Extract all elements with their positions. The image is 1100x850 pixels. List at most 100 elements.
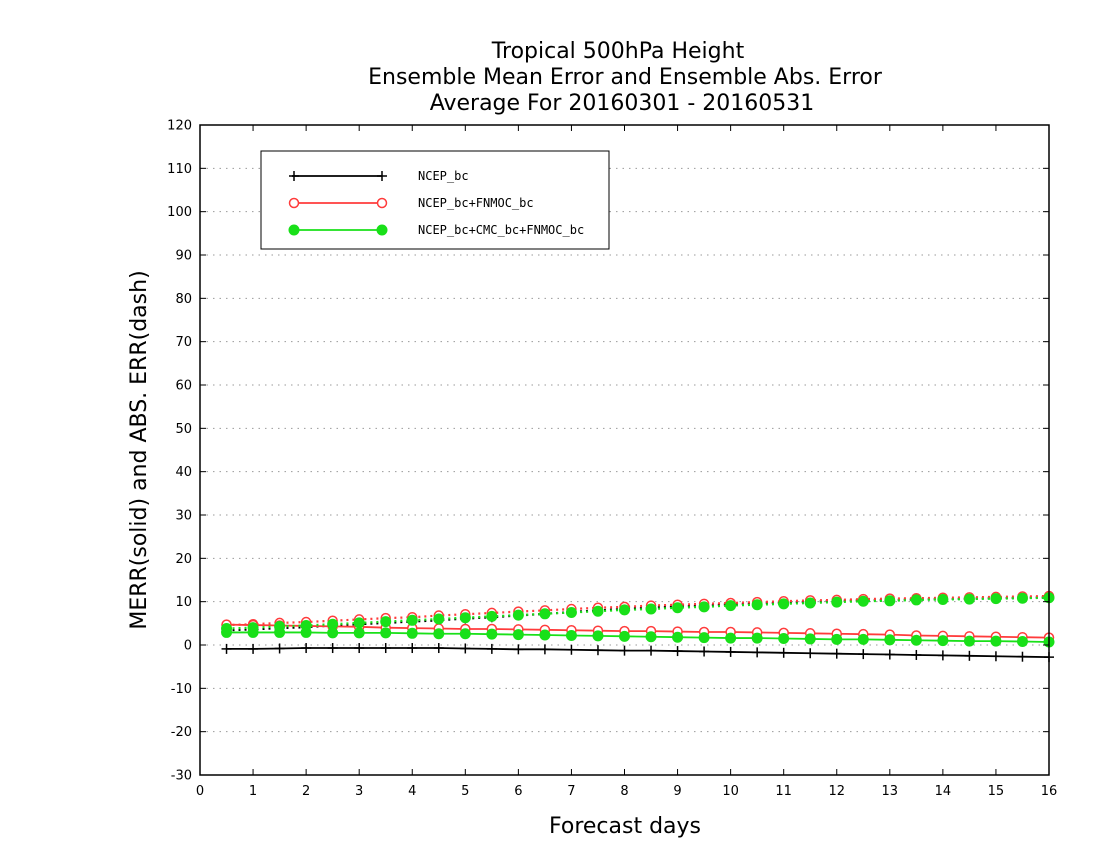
series-0-merr-point [566,644,577,655]
series-2-abs-err-point [433,613,445,625]
y-tick-label: -10 [171,682,192,697]
series-2-abs-err-point [910,594,922,606]
series-2-abs-err-point [592,605,604,617]
series-0-merr-point [672,646,683,657]
x-tick-label: 8 [620,784,628,799]
x-tick-label: 16 [1041,784,1058,799]
y-tick-label: 120 [167,119,192,134]
series-0-merr-point [486,643,497,654]
series-0-merr-point [884,649,895,660]
series-0-merr-point [725,646,736,657]
series-2-abs-err-point [459,612,471,624]
legend-box [260,150,610,250]
series-0-merr-point [460,643,471,654]
series-0-merr-point [699,646,710,657]
x-tick-label: 14 [935,784,952,799]
series-2-merr-point [512,629,524,641]
series-2-merr-point [645,631,657,643]
series-2-merr-point [433,628,445,640]
x-tick-label: 3 [355,784,363,799]
series-0-merr-point [433,643,444,654]
x-tick-label: 15 [988,784,1005,799]
legend-label-0: NCEP_bc [418,169,469,183]
series-2-merr-point [539,629,551,641]
series-2-merr-point [804,633,816,645]
y-tick-label: 40 [175,465,192,480]
legend-marker-2-end [376,224,388,236]
y-tick-label: 20 [175,552,192,567]
series-2-merr-point [937,635,949,647]
y-tick-label: 110 [167,162,192,177]
series-2-abs-err-point [884,595,896,607]
series-2-merr-point [300,626,312,638]
series-0-merr-point [937,650,948,661]
x-tick-label: 7 [567,784,575,799]
chart-title: Tropical 500hPa Height Ensemble Mean Err… [368,39,883,116]
y-tick-label: -20 [171,725,192,740]
series-2-abs-err-point [406,614,418,626]
series-2-merr-point [619,630,630,642]
series-2-abs-err-point [937,594,949,605]
series-0-merr-point [221,643,232,654]
series-0-merr-point [778,647,789,658]
series-2-abs-err-point [698,601,710,613]
x-axis-label: Forecast days [549,814,701,839]
y-tick-label: 60 [175,379,192,394]
series-2-merr-point [698,632,710,644]
x-tick-label: 10 [722,784,739,799]
series-2-merr-point [565,629,577,641]
series-0-merr-point [539,644,550,655]
series-2-abs-err-point [539,608,551,620]
series-2-merr-point [459,628,471,640]
x-tick-label: 12 [828,784,845,799]
series-2-merr-point [221,626,233,638]
series-0-merr-point [592,645,603,656]
series-2-abs-err-line [226,596,1050,630]
series-2-abs-err-point [778,598,790,610]
series-2-abs-err-point [990,593,1002,605]
series-2-abs-err-point [1016,592,1028,604]
series-0-merr-point [805,648,816,659]
title-line-2: Ensemble Mean Error and Ensemble Abs. Er… [368,65,883,90]
y-tick-label: 100 [167,205,192,220]
y-tick-label: 0 [184,639,192,654]
series-2-merr-point [725,632,737,644]
y-tick-label: 10 [175,595,192,610]
series-0-abs-err-line [226,596,1050,632]
x-tick-label: 9 [673,784,681,799]
series-2-merr-line [226,631,1050,643]
series-2-abs-err-point [380,616,392,628]
series-2-merr-point [857,633,869,645]
x-tick-label: 1 [249,784,257,799]
series-2-merr-point [247,626,259,638]
x-tick-label: 6 [514,784,522,799]
y-tick-label: 90 [175,249,192,264]
title-line-3: Average For 20160301 - 20160531 [430,91,815,116]
legend-marker-0-end [377,171,387,181]
series-0-merr-point [990,651,1001,662]
x-axis-ticks: 0 1 2 3 4 5 6 7 8 9 10 11 12 13 14 15 16 [196,125,1057,799]
series-2-merr-point [592,630,604,642]
y-tick-label: 30 [175,509,192,524]
legend-marker-1-end [376,197,388,209]
series-0-merr-point [858,649,869,660]
series-2-abs-err-point [831,596,843,608]
series-0-merr-point [831,648,842,659]
series-2-abs-err-point [751,599,763,611]
legend-marker-2-start [288,224,300,236]
x-tick-label: 11 [775,784,792,799]
series-0-merr-point [354,643,365,654]
series-0-merr-point [248,643,259,654]
series-1-abs-err-line [226,594,1050,627]
series-2-abs-err-point [486,610,498,622]
series-0-merr-point [301,643,312,654]
series-0-merr-point [1017,651,1028,662]
series-2-abs-err-point [512,609,524,621]
series-0-merr-point [964,650,975,661]
series-0-merr-point [619,645,630,656]
series-0-merr-line [226,647,1050,659]
series-0-merr-point [274,643,285,654]
y-tick-label: 80 [175,292,192,307]
y-tick-label: 50 [175,422,192,437]
series-2-abs-err-point [963,593,975,605]
